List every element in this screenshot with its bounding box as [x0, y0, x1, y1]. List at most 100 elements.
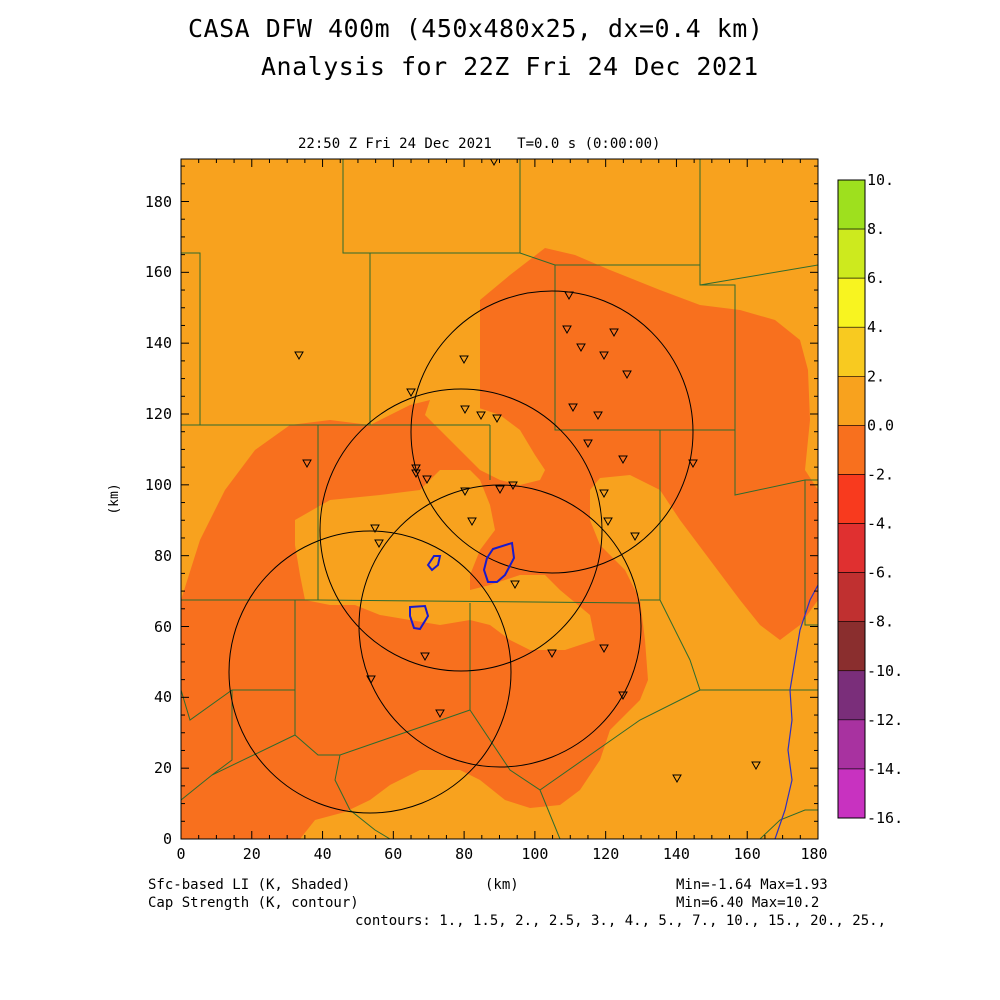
- y-tick-label: 120: [145, 405, 172, 423]
- station-marker: [568, 403, 578, 413]
- colorbar: 10. 8. 6. 4. 2. 0.0 -2. -4. -6. -8. -10. -12. -14. -1…: [837, 171, 903, 827]
- x-axis-label: (km): [485, 877, 519, 893]
- station-marker: [599, 644, 609, 654]
- contour-1: [482, 541, 516, 583]
- station-marker: [411, 469, 421, 479]
- station-marker: [411, 464, 421, 474]
- colorbar-swatch: [837, 228, 866, 279]
- colorbar-label: -8.: [867, 613, 894, 631]
- station-marker: [420, 652, 430, 662]
- colorbar-label: 6.: [867, 269, 885, 287]
- colorbar-label: 2.: [867, 367, 885, 385]
- station-marker: [510, 580, 520, 590]
- colorbar-swatch: [837, 670, 866, 721]
- station-marker: [688, 459, 698, 469]
- y-tick-labels: 0 20 40 60 80 100 120 140 160 180: [145, 193, 172, 848]
- colorbar-frame: [837, 179, 866, 819]
- station-marker: [618, 691, 628, 701]
- colorbar-swatch: [837, 425, 866, 475]
- y-tick-label: 80: [154, 547, 172, 565]
- station-marker: [294, 351, 304, 361]
- y-tick-label: 160: [145, 263, 172, 281]
- station-marker: [460, 487, 470, 497]
- colorbar-label: -12.: [867, 711, 903, 729]
- x-tick-label: 60: [384, 845, 402, 863]
- colorbar-swatch: [837, 326, 866, 377]
- li-positive-pocket: [295, 470, 595, 650]
- x-tick-label: 100: [521, 845, 548, 863]
- station-marker: [672, 774, 682, 784]
- colorbar-swatch: [837, 376, 866, 426]
- x-tick-label: 20: [243, 845, 261, 863]
- contour-field-label: Cap Strength (K, contour): [148, 895, 359, 911]
- colorbar-swatch: [837, 523, 866, 573]
- shaded-min-max: Min=-1.64 Max=1.93: [676, 877, 828, 893]
- x-tick-label: 40: [314, 845, 332, 863]
- colorbar-swatch: [837, 277, 866, 328]
- colorbar-swatch: [837, 621, 866, 672]
- y-tick-label: 100: [145, 476, 172, 494]
- station-marker: [576, 343, 586, 353]
- li-negative-region: [181, 248, 818, 839]
- colorbar-swatch: [837, 179, 866, 230]
- x-tick-label: 180: [800, 845, 827, 863]
- station-marker: [564, 291, 574, 301]
- station-marker: [476, 411, 486, 421]
- colorbar-swatch: [837, 719, 866, 770]
- contour-2: [426, 555, 442, 572]
- colorbar-label: 4.: [867, 318, 885, 336]
- x-tick-label: 160: [734, 845, 761, 863]
- station-marker: [459, 355, 469, 365]
- colorbar-swatch: [837, 474, 866, 524]
- radar-ring-center: [319, 388, 603, 672]
- shaded-field-label: Sfc-based LI (K, Shaded): [148, 877, 351, 893]
- station-marker: [495, 485, 505, 495]
- y-tick-label: 140: [145, 334, 172, 352]
- station-marker: [435, 709, 445, 719]
- colorbar-label: -16.: [867, 809, 903, 827]
- station-marker: [593, 411, 603, 421]
- station-marker: [406, 388, 416, 398]
- x-tick-label: 140: [663, 845, 690, 863]
- river: [774, 584, 818, 839]
- station-marker: [422, 475, 432, 485]
- radar-range-rings: [228, 290, 694, 814]
- x-tick-label: 0: [176, 845, 185, 863]
- colorbar-label: -6.: [867, 564, 894, 582]
- colorbar-label: -10.: [867, 662, 903, 680]
- valid-time-subtitle: 22:50 Z Fri 24 Dec 2021 T=0.0 s (0:00:00…: [298, 136, 661, 152]
- station-marker: [489, 159, 499, 167]
- station-marker: [374, 539, 384, 549]
- station-marker: [630, 532, 640, 542]
- x-tick-label: 80: [455, 845, 473, 863]
- station-marker: [460, 405, 470, 415]
- station-marker: [751, 761, 761, 771]
- station-marker: [562, 325, 572, 335]
- station-marker: [547, 649, 557, 659]
- contour-min-max: Min=6.40 Max=10.2: [676, 895, 820, 911]
- station-marker: [583, 439, 593, 449]
- station-marker: [370, 524, 380, 534]
- y-axis-label: (km): [107, 483, 122, 514]
- station-marker: [366, 675, 376, 685]
- station-marker: [622, 370, 632, 380]
- li-positive-pocket-upper: [425, 400, 545, 485]
- axis-ticks: [180, 159, 819, 840]
- y-tick-label: 0: [163, 830, 172, 848]
- y-tick-label: 180: [145, 193, 172, 211]
- station-markers: [294, 159, 761, 784]
- station-marker: [603, 517, 613, 527]
- colorbar-label: 10.: [867, 171, 894, 189]
- cap-strength-contours: [409, 541, 516, 631]
- station-marker: [599, 489, 609, 499]
- colorbar-swatch: [837, 572, 866, 622]
- radar-ring-southwest: [228, 530, 512, 814]
- colorbar-swatch: [837, 768, 866, 819]
- station-marker: [618, 455, 628, 465]
- county-boundaries: [181, 159, 818, 839]
- colorbar-label: 8.: [867, 220, 885, 238]
- x-tick-label: 120: [592, 845, 619, 863]
- title-line-2: Analysis for 22Z Fri 24 Dec 2021: [261, 52, 759, 81]
- station-marker: [508, 481, 518, 491]
